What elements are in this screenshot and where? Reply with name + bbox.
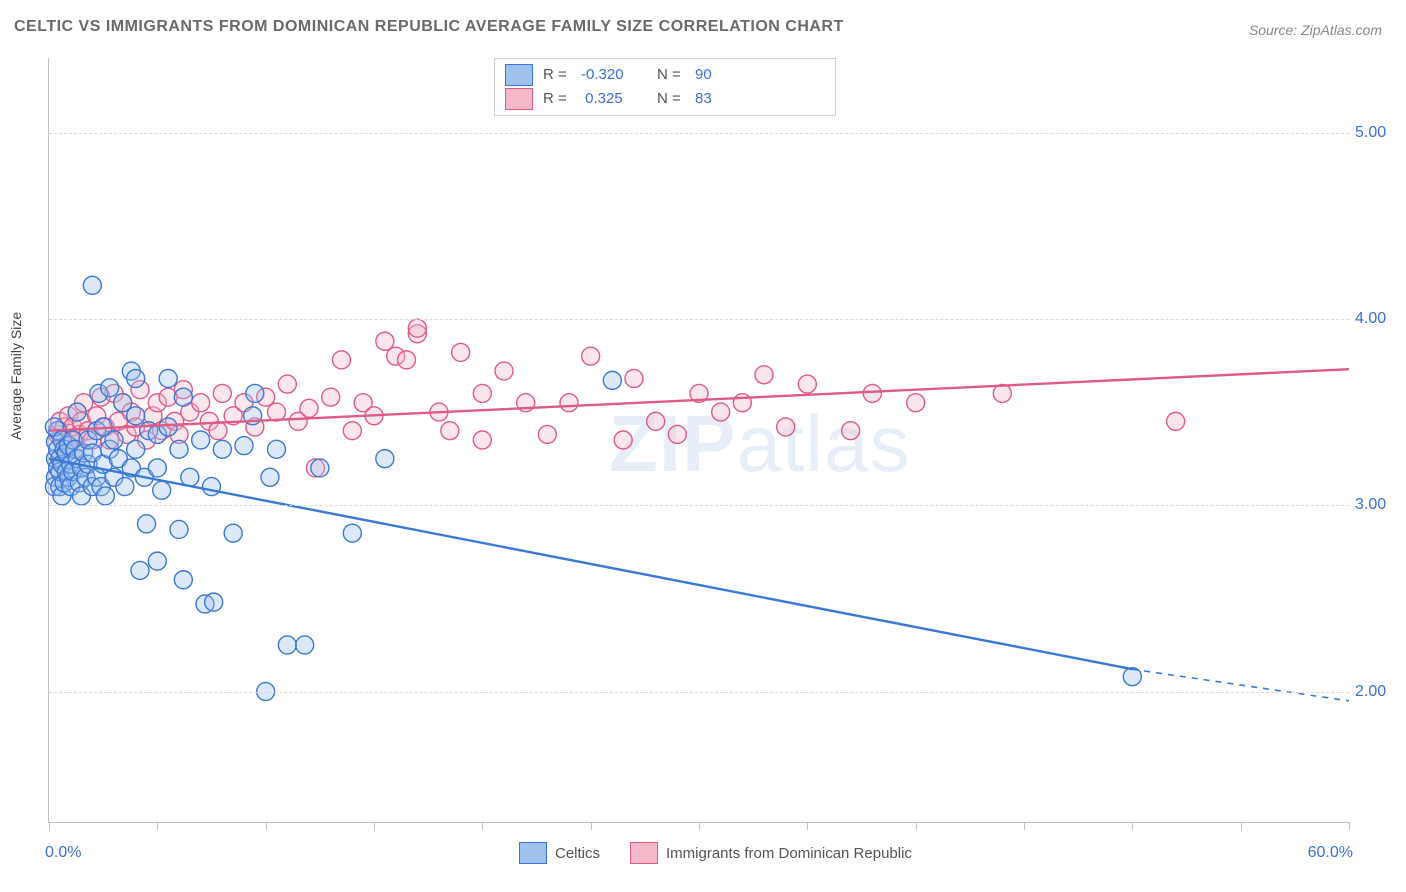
y-tick-label: 4.00 [1355, 310, 1405, 328]
legend-item-celtics: Celtics [519, 842, 600, 864]
n-label: N = [657, 63, 685, 87]
correlation-legend: R = -0.320 N = 90 R = 0.325 N = 83 [494, 58, 836, 116]
r-label: R = [543, 87, 571, 111]
dominican-swatch [630, 842, 658, 864]
celtics-label: Celtics [555, 845, 600, 862]
y-tick-label: 3.00 [1355, 496, 1405, 514]
plot-area: ZIPatlas R = -0.320 N = 90 R = 0.325 N =… [48, 58, 1349, 823]
legend-row-dominican: R = 0.325 N = 83 [505, 87, 825, 111]
y-axis-label: Average Family Size [8, 312, 24, 440]
x-max-label: 60.0% [1308, 844, 1353, 862]
x-min-label: 0.0% [45, 844, 81, 862]
y-tick-label: 5.00 [1355, 124, 1405, 142]
y-tick-label: 2.00 [1355, 683, 1405, 701]
dominican-r-value: 0.325 [581, 87, 647, 111]
dominican-label: Immigrants from Dominican Republic [666, 845, 912, 862]
dominican-n-value: 83 [695, 87, 761, 111]
series-legend: Celtics Immigrants from Dominican Republ… [519, 842, 912, 864]
dominican-swatch [505, 88, 533, 110]
source-attribution: Source: ZipAtlas.com [1249, 22, 1382, 38]
celtics-n-value: 90 [695, 63, 761, 87]
legend-item-dominican: Immigrants from Dominican Republic [630, 842, 912, 864]
r-label: R = [543, 63, 571, 87]
celtics-r-value: -0.320 [581, 63, 647, 87]
celtics-swatch [505, 64, 533, 86]
scatter-svg [49, 58, 1349, 822]
n-label: N = [657, 87, 685, 111]
celtics-swatch [519, 842, 547, 864]
legend-row-celtics: R = -0.320 N = 90 [505, 63, 825, 87]
chart-title: CELTIC VS IMMIGRANTS FROM DOMINICAN REPU… [14, 18, 844, 36]
